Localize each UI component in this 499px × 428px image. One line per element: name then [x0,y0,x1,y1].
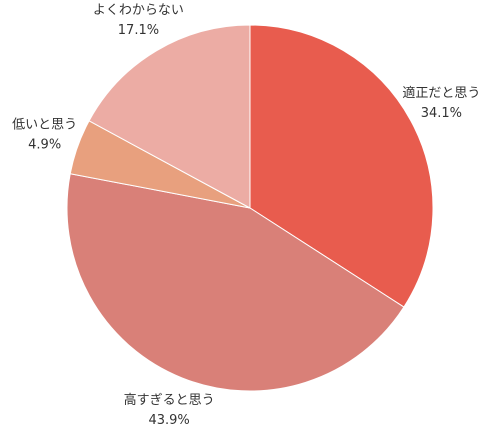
value-label: 4.9% [28,137,61,152]
pie-slice [249,24,434,308]
slice-label: よくわからない [93,3,184,18]
slice-label: 低いと思う [12,117,77,132]
value-label: 43.9% [148,413,189,428]
value-label: 34.1% [421,106,462,121]
slice-label: 高すぎると思う [124,392,215,408]
slice-label: 適正だと思う [402,86,480,101]
value-label: 17.1% [118,23,159,38]
pie-slice [66,173,405,392]
pie-slice [88,24,251,209]
